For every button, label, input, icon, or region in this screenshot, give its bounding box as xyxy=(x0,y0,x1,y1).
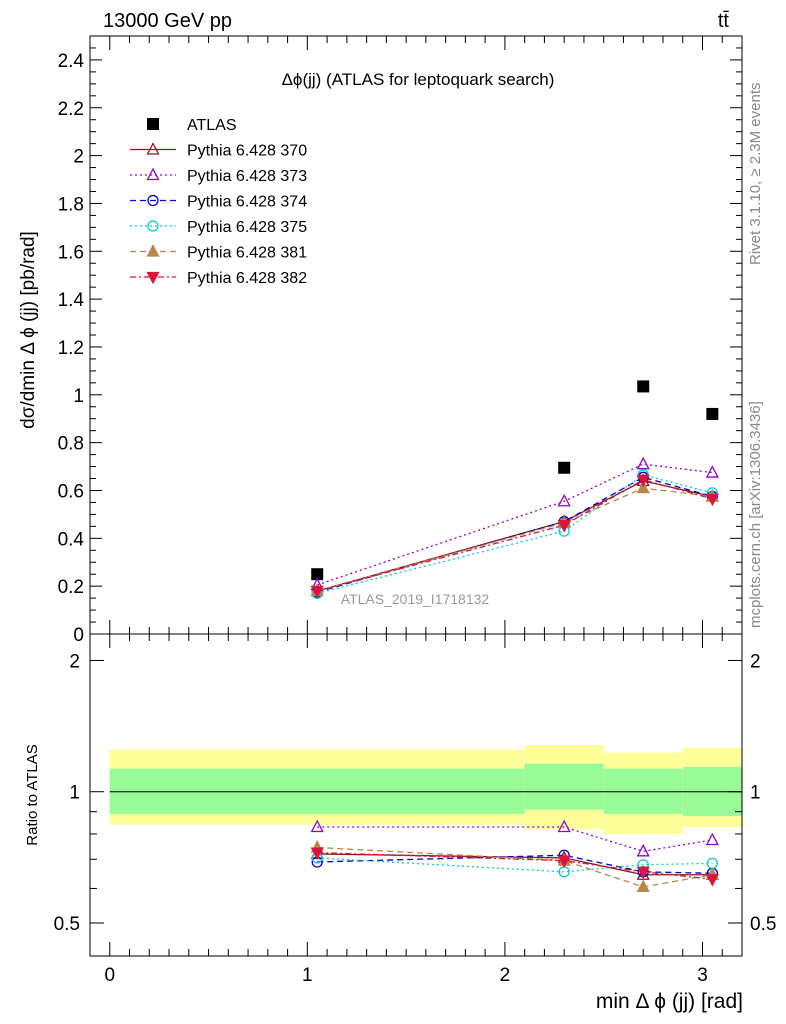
legend-marker xyxy=(147,118,159,130)
ratio-band-inner xyxy=(603,768,683,814)
legend-label: Pythia 6.428 370 xyxy=(187,143,307,160)
main-ytick-label: 1.4 xyxy=(58,290,85,311)
ratio-line-pythia-6.428-370 xyxy=(317,853,713,876)
mc-point xyxy=(557,520,571,533)
ratio-point xyxy=(705,832,719,846)
data-point-atlas xyxy=(706,407,719,420)
ratio-line-pythia-6.428-374 xyxy=(317,854,713,874)
legend-marker xyxy=(146,271,160,285)
ratio-band-inner xyxy=(524,763,604,810)
ratio-point xyxy=(636,879,650,893)
ratio-point xyxy=(636,867,650,880)
mc-point xyxy=(310,585,324,599)
mcplots-label: mcplots.cern.ch [arXiv:1306.3436] xyxy=(747,401,764,628)
legend-label: ATLAS xyxy=(187,117,237,134)
watermark: ATLAS_2019_I1718132 xyxy=(341,591,490,607)
xlabel: min Δ ϕ (jj) [rad] xyxy=(596,990,743,1013)
mc-point xyxy=(636,456,650,470)
legend-label: Pythia 6.428 382 xyxy=(187,270,307,287)
main-ytick-label: 1.6 xyxy=(58,242,84,263)
ratio-ytick-label-right: 1 xyxy=(750,783,761,804)
main-ytick-label: 0.4 xyxy=(58,529,85,550)
mc-point xyxy=(705,493,719,507)
data-point-atlas xyxy=(558,461,571,474)
ratio-frame xyxy=(89,633,743,957)
legend-marker xyxy=(147,220,159,232)
ratio-ytick-label-right: 0.5 xyxy=(750,914,776,935)
main-ytick-label: 1 xyxy=(73,386,84,407)
ratio-point xyxy=(557,855,571,869)
legend-label: Pythia 6.428 375 xyxy=(187,219,307,236)
main-ytick-label: 1.8 xyxy=(58,194,84,215)
main-ytick-label: 0.8 xyxy=(58,434,84,455)
main-ytick-label: 2.2 xyxy=(58,99,84,120)
legend-marker xyxy=(146,167,160,181)
ratio-point xyxy=(310,847,324,861)
ratio-ytick-label-right: 2 xyxy=(750,651,761,672)
main-ytick-label: 0 xyxy=(73,625,84,646)
xtick-label: 3 xyxy=(697,965,708,986)
xtick-label: 0 xyxy=(104,965,115,986)
legend-label: Pythia 6.428 381 xyxy=(187,245,307,262)
series-line-pythia-6.428-373 xyxy=(317,463,713,586)
legend-marker xyxy=(146,244,160,257)
chart-title: Δϕ(jj) (ATLAS for leptoquark search) xyxy=(282,70,555,89)
ratio-line-pythia-6.428-381 xyxy=(317,846,713,888)
plot-layer: 0 0.2 0.4 0.6 0.8 1 1.2 1.4 1.6 1.8 2 2.2 2.4 0 1 2 3 0.5… xyxy=(54,35,776,986)
main-ylabel: dσ/dmin Δ ϕ (jj) [pb/rad] xyxy=(18,231,39,429)
process-label: tt̄ xyxy=(718,10,730,32)
mc-point xyxy=(636,480,650,494)
legend-marker xyxy=(146,142,160,155)
series-line-pythia-6.428-374 xyxy=(317,476,713,593)
mc-point xyxy=(705,465,719,478)
ratio-line-pythia-6.428-375 xyxy=(317,857,713,873)
ratio-point xyxy=(636,866,650,880)
ratio-point xyxy=(310,819,324,833)
rivet-label: Rivet 3.1.10, ≥ 2.3M events xyxy=(747,83,764,266)
main-ytick-label: 0.2 xyxy=(58,577,84,598)
legend-marker xyxy=(147,194,159,207)
xtick-label: 1 xyxy=(302,965,313,986)
energy-label: 13000 GeV pp xyxy=(103,10,232,32)
series-line-pythia-6.428-382 xyxy=(317,479,713,592)
main-ytick-label: 1.2 xyxy=(58,338,84,359)
legend-label: Pythia 6.428 374 xyxy=(187,194,307,211)
ratio-ytick-label: 2 xyxy=(69,651,80,672)
main-ytick-label: 2 xyxy=(73,147,84,168)
ratio-ylabel: Ratio to ATLAS xyxy=(24,744,41,845)
mc-point xyxy=(557,493,571,507)
ratio-point xyxy=(636,843,650,857)
data-point-atlas xyxy=(311,568,324,581)
xtick-label: 2 xyxy=(500,965,511,986)
ratio-ytick-label: 0.5 xyxy=(54,914,80,935)
main-ytick-label: 0.6 xyxy=(58,481,84,502)
main-ytick-label: 2.4 xyxy=(58,51,85,72)
ratio-point xyxy=(557,819,571,833)
ratio-ytick-label: 1 xyxy=(69,783,80,804)
legend-label: Pythia 6.428 373 xyxy=(187,168,307,185)
data-point-atlas xyxy=(637,380,650,393)
mc-point xyxy=(636,474,650,488)
ratio-point xyxy=(705,874,719,887)
ratio-band-inner xyxy=(109,768,525,814)
